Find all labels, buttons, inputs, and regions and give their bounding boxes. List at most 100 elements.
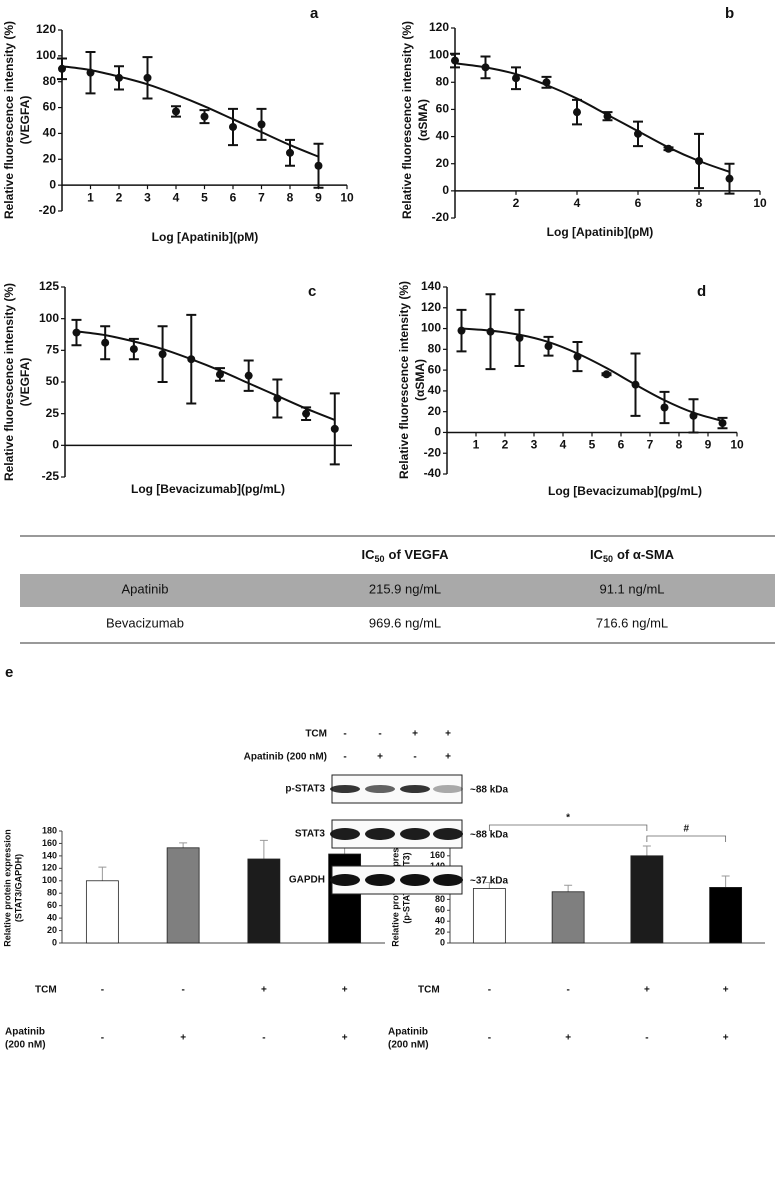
condition-sign: - xyxy=(262,1033,265,1044)
data-point xyxy=(542,78,551,87)
x-tick-label: 8 xyxy=(696,196,703,210)
x-tick-label: 5 xyxy=(589,438,596,452)
x-tick-label: 6 xyxy=(618,438,625,452)
data-point xyxy=(215,370,224,379)
y-tick-label: 100 xyxy=(39,311,59,325)
data-point xyxy=(302,409,311,418)
y-axis-label: Relative fluorescence intensity (%) xyxy=(400,21,414,219)
y-tick-label: 40 xyxy=(47,912,57,922)
table-cell: 716.6 ng/mL xyxy=(596,615,668,630)
y-tick-label: 0 xyxy=(52,937,57,947)
blot-row-label: STAT3 xyxy=(295,829,326,840)
panel-label: d xyxy=(697,283,706,300)
condition-sign: - xyxy=(181,985,184,996)
y-axis-label: Relative fluorescence intensity (%) xyxy=(2,21,16,219)
data-point xyxy=(72,328,81,337)
y-tick-label: 20 xyxy=(47,925,57,935)
blot-band xyxy=(433,874,463,886)
x-tick-label: 9 xyxy=(315,190,322,204)
blot-band xyxy=(433,785,463,793)
table-cell: 91.1 ng/mL xyxy=(599,581,664,596)
data-point xyxy=(273,394,282,403)
blot-sign: + xyxy=(412,729,418,740)
x-tick-label: 9 xyxy=(705,438,712,452)
y-tick-label: 80 xyxy=(43,74,57,88)
blot-band xyxy=(330,874,360,886)
error-bar xyxy=(259,839,268,859)
data-point xyxy=(257,120,266,129)
bar xyxy=(709,887,743,944)
condition-sign: - xyxy=(488,985,491,996)
y-tick-label: 50 xyxy=(46,374,60,388)
x-tick-label: 4 xyxy=(574,196,581,210)
x-tick-label: 10 xyxy=(730,438,744,452)
x-axis-label: Log [Apatinib](pM) xyxy=(547,225,654,239)
table-header: IC50 of VEGFA xyxy=(362,547,450,564)
x-tick-label: 1 xyxy=(87,190,94,204)
data-point xyxy=(573,108,581,117)
blot-condition: Apatinib (200 nM) xyxy=(244,752,327,763)
y-tick-label: 0 xyxy=(52,438,59,452)
data-point xyxy=(725,174,734,183)
y-axis-label: (αSMA) xyxy=(416,99,430,141)
significance-bracket xyxy=(646,835,727,842)
condition-sign: - xyxy=(566,985,569,996)
table-cell: Apatinib xyxy=(122,581,169,596)
data-point xyxy=(115,73,123,82)
data-point xyxy=(187,355,196,364)
y-tick-label: 180 xyxy=(42,825,57,835)
significance-bracket xyxy=(488,824,648,831)
blot-band xyxy=(400,874,430,886)
condition-sign: + xyxy=(342,985,348,996)
y-tick-label: 75 xyxy=(46,343,60,357)
blot-sign: - xyxy=(343,729,346,740)
data-point xyxy=(101,338,110,347)
data-point xyxy=(486,327,495,336)
error-bar xyxy=(721,875,730,888)
x-tick-label: 2 xyxy=(513,196,520,210)
fit-curve xyxy=(454,62,730,173)
x-axis-label: Log [Bevacizumab](pg/mL) xyxy=(548,484,702,498)
bar xyxy=(630,855,664,944)
fit-curve xyxy=(461,327,723,422)
y-axis-label: (VEGFA) xyxy=(18,96,32,145)
x-tick-label: 1 xyxy=(473,438,480,452)
x-tick-label: 8 xyxy=(287,190,294,204)
x-tick-label: 2 xyxy=(502,438,509,452)
x-tick-label: 3 xyxy=(531,438,538,452)
bar xyxy=(472,888,506,944)
y-tick-label: 125 xyxy=(39,279,59,293)
y-tick-label: 60 xyxy=(43,100,57,114)
y-tick-label: 20 xyxy=(428,404,442,418)
x-tick-label: 3 xyxy=(144,190,151,204)
condition-sign: + xyxy=(342,1033,348,1044)
blot-size: ~88 kDa xyxy=(470,830,509,841)
y-tick-label: 140 xyxy=(421,279,441,293)
y-axis-label: (STAT3/GAPDH) xyxy=(13,854,23,922)
y-tick-label: 0 xyxy=(434,425,441,439)
condition-label: TCM xyxy=(35,985,57,996)
y-tick-label: -20 xyxy=(39,203,57,217)
condition-sign: - xyxy=(488,1033,491,1044)
x-tick-label: 7 xyxy=(258,190,265,204)
condition-label: (200 nM) xyxy=(5,1040,46,1051)
blot-sign: - xyxy=(378,729,381,740)
x-tick-label: 6 xyxy=(230,190,237,204)
condition-sign: + xyxy=(723,1033,729,1044)
panel-label: a xyxy=(310,5,319,22)
condition-sign: + xyxy=(723,985,729,996)
y-tick-label: 120 xyxy=(42,863,57,873)
blot-condition: TCM xyxy=(305,729,327,740)
y-tick-label: 120 xyxy=(36,22,56,36)
table-cell: 969.6 ng/mL xyxy=(369,615,441,630)
blot-size: ~88 kDa xyxy=(470,785,509,796)
data-point xyxy=(631,380,640,389)
data-point xyxy=(695,157,703,165)
condition-label: Apatinib xyxy=(5,1027,45,1038)
y-tick-label: 20 xyxy=(435,926,445,936)
y-axis-label: (αSMA) xyxy=(413,359,427,401)
fit-curve xyxy=(61,65,319,158)
bar xyxy=(85,880,119,944)
y-tick-label: 40 xyxy=(428,383,442,397)
error-bar xyxy=(179,842,188,848)
